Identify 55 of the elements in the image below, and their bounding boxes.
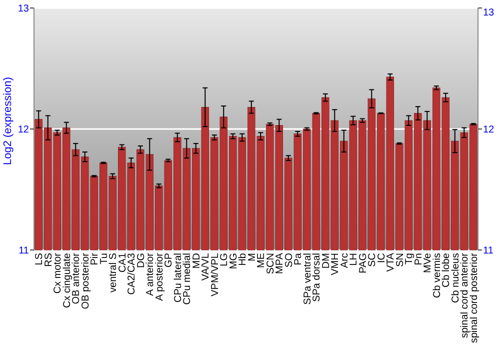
x-tick-label: GP: [164, 252, 175, 268]
x-tick-label: LG: [219, 252, 230, 266]
x-tick-label: SPa ventral: [302, 253, 314, 305]
x-tick-label: CA2/CA3: [126, 252, 138, 295]
x-tick-label: Cx motor: [52, 252, 64, 294]
x-tick-label: Hb: [238, 252, 249, 266]
x-tick-label: ventral S: [108, 252, 120, 292]
x-tick-label: Pa: [293, 252, 304, 266]
x-tick-label: M: [246, 253, 258, 262]
x-tick-label: LH: [348, 253, 360, 266]
x-tick-label: ME: [256, 252, 268, 268]
x-tick-label: SC: [367, 253, 378, 267]
x-tick-label: Cb vermis: [432, 253, 443, 298]
x-tick-label: Pir: [90, 252, 101, 266]
x-tick-label: Cx cingulate: [62, 252, 73, 308]
x-tick-label: SCN: [265, 253, 276, 274]
x-tick-label: spinal cord anterior: [460, 252, 471, 338]
x-tick-label: CPu medial: [182, 253, 194, 305]
x-tick-label: SO: [284, 252, 295, 268]
y2-tick-label: 13: [483, 8, 495, 18]
x-tick-label: spinal cord posterior: [468, 252, 480, 344]
x-tick-label: Tu: [98, 253, 110, 264]
y-tick-label: 12: [18, 124, 30, 136]
y-tick-label: 13: [18, 4, 30, 14]
x-tick-label: RS: [43, 252, 54, 267]
x-tick-label: DM: [320, 253, 332, 269]
x-tick-label: OB anterior: [71, 252, 82, 304]
x-tick-label: VMH: [330, 253, 342, 276]
x-tick-label: LS: [34, 252, 46, 266]
x-tick-label: Cb nucleus: [450, 253, 462, 304]
x-tick-label: DG: [136, 252, 147, 268]
y-tick-label: 11: [18, 246, 30, 256]
y2-tick-label: 12: [483, 124, 495, 136]
x-tick-label: VTA: [386, 252, 397, 272]
x-tick-label: PAG: [358, 252, 369, 274]
x-tick-label: CA1: [117, 252, 128, 272]
x-tick-label: Arc: [339, 253, 350, 268]
x-tick-label: A posterior: [154, 252, 166, 301]
x-tick-label: CPu lateral: [172, 253, 184, 302]
y-axis-title: Log2 (expression): [2, 76, 14, 166]
x-tick-label: Tg: [404, 253, 416, 265]
x-tick-label: SPa dorsal: [312, 253, 323, 302]
x-tick-label: A anterior: [145, 252, 156, 296]
x-tick-label: IC: [376, 253, 388, 263]
x-tick-label: OB posterior: [80, 252, 92, 310]
x-tick-label: Pn: [413, 253, 424, 266]
x-tick-label: SN: [394, 253, 406, 267]
x-tick-label: MPA: [274, 252, 286, 274]
x-tick-label: Cb lobe: [441, 252, 452, 288]
x-tick-label: VA/VL: [200, 252, 212, 281]
x-tick-label: MVe: [422, 252, 434, 274]
x-tick-label: MG: [228, 252, 240, 270]
x-tick-label: MD: [191, 253, 202, 269]
x-tick-label: VPM/VPL: [210, 252, 221, 296]
y2-tick-label: 11: [483, 246, 494, 256]
